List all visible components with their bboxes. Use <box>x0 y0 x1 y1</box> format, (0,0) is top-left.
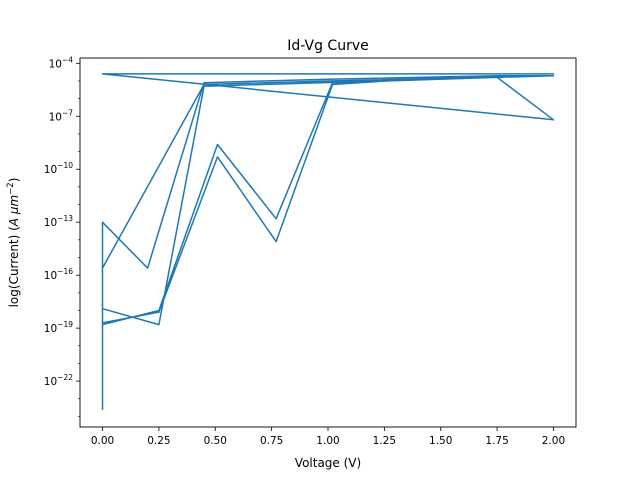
y-axis-label: log(Current) (A μm−2) <box>6 178 21 308</box>
y-tick-label: 10−19 <box>44 320 73 335</box>
x-tick-label: 1.00 <box>316 435 339 447</box>
x-axis-label: Voltage (V) <box>295 456 361 470</box>
y-axis-label-prefix: log(Current) ( <box>7 226 21 307</box>
x-tick-label: 1.50 <box>429 435 452 447</box>
y-axis-label-unit-mu: μm <box>7 195 21 215</box>
y-tick-label: 10−22 <box>44 373 73 388</box>
y-tick-label: 10−4 <box>49 55 74 70</box>
x-axis-ticks: 0.00 0.25 0.50 0.75 1.00 1.25 1.50 1.75 2.00 <box>91 427 565 447</box>
chart-title: Id-Vg Curve <box>287 38 368 54</box>
x-tick-label: 1.75 <box>485 435 508 447</box>
y-axis-ticks: 10−4 10−7 10−10 10−13 10−16 10−19 10−22 <box>44 55 80 417</box>
y-axis-label-exponent: −2 <box>6 182 16 195</box>
y-axis-label-suffix: ) <box>7 178 21 183</box>
y-tick-label: 10−10 <box>44 161 73 176</box>
x-tick-label: 0.25 <box>147 435 170 447</box>
y-tick-label: 10−16 <box>44 267 73 282</box>
x-tick-label: 0.00 <box>91 435 114 447</box>
x-tick-label: 0.75 <box>260 435 283 447</box>
y-tick-label: 10−13 <box>44 214 73 229</box>
y-axis-label-unit-a: A <box>7 218 21 227</box>
plot-series <box>101 73 555 411</box>
x-tick-label: 0.50 <box>204 435 227 447</box>
data-series-line <box>101 73 555 411</box>
plot-frame <box>79 57 577 428</box>
y-tick-label: 10−7 <box>49 108 74 123</box>
x-tick-label: 1.25 <box>373 435 396 447</box>
x-tick-label: 2.00 <box>542 435 565 447</box>
